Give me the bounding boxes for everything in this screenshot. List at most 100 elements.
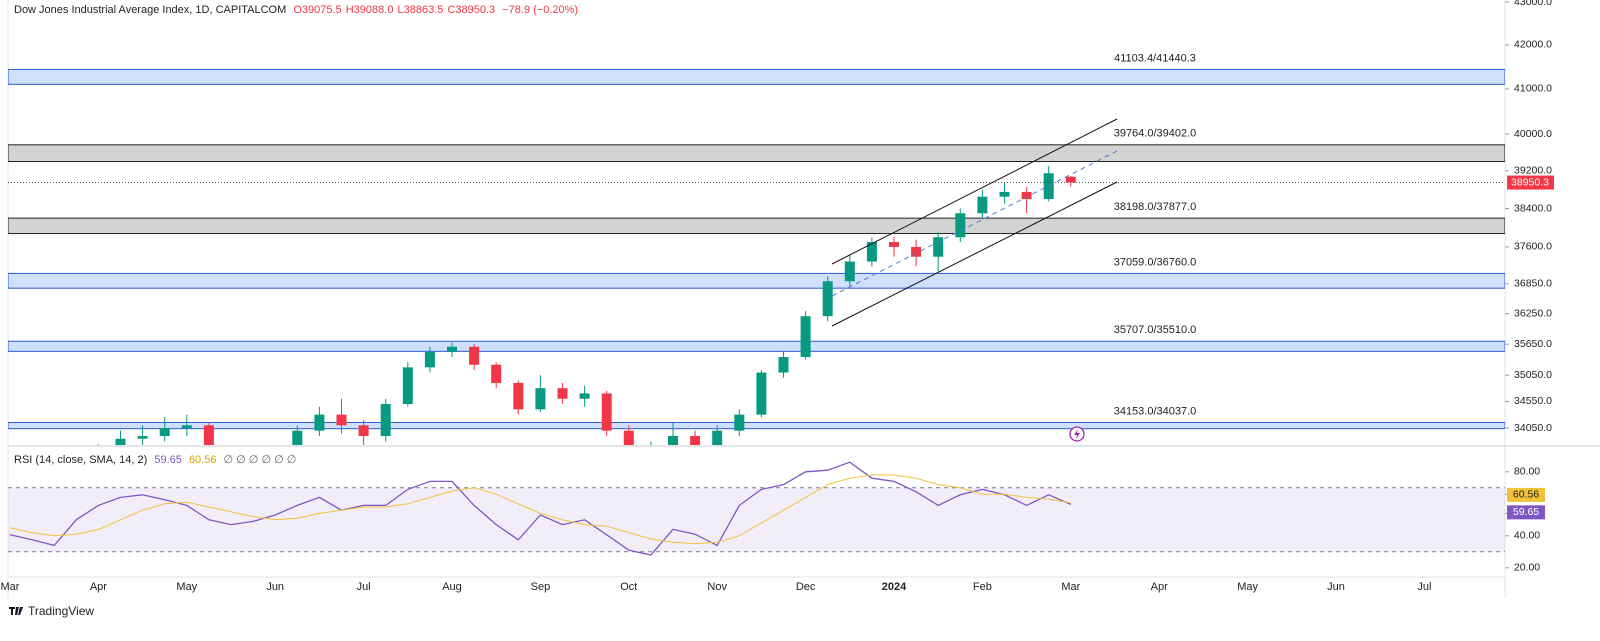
x-tick-label: Jun xyxy=(1327,581,1345,593)
channel-drawing xyxy=(831,118,1118,327)
y-tick-label: 34550.0 xyxy=(1514,395,1552,407)
x-tick-label: Jul xyxy=(357,581,371,593)
candle-body xyxy=(491,364,502,383)
y-tick-label: 36250.0 xyxy=(1514,307,1552,319)
x-tick-label: Apr xyxy=(90,581,107,593)
candle-body xyxy=(535,388,546,410)
candle-body xyxy=(513,382,524,410)
candle-body xyxy=(712,430,723,445)
last-price-label: 38950.3 xyxy=(1511,176,1549,188)
zone-label: 38198.0/37877.0 xyxy=(1114,201,1197,213)
x-tick-label: Dec xyxy=(796,581,816,593)
candle-body xyxy=(866,242,877,262)
candle-body xyxy=(181,425,192,428)
event-bolt[interactable] xyxy=(1074,429,1080,439)
x-tick-label: May xyxy=(176,581,197,593)
candle-body xyxy=(999,191,1010,197)
logo[interactable]: TradingView xyxy=(9,604,94,618)
sma-value: 60.56 xyxy=(188,454,217,466)
last-price-badge xyxy=(1507,175,1554,190)
x-tick-label: Apr xyxy=(1151,581,1168,593)
ohlc-high: H39088.0 xyxy=(345,4,394,16)
candle-body xyxy=(690,436,701,445)
y-tick-label: 38400.0 xyxy=(1514,202,1552,214)
candle-body xyxy=(314,414,325,431)
x-tick-label: 2024 xyxy=(882,581,907,593)
channel-lower xyxy=(831,181,1118,327)
candle-body xyxy=(137,436,148,439)
rsi-y-tick-label: 80.00 xyxy=(1514,466,1540,478)
candle-body xyxy=(889,242,899,247)
candle-body xyxy=(380,404,391,437)
zone-label: 39764.0/39402.0 xyxy=(1114,128,1197,140)
candle-body xyxy=(579,393,590,399)
zone-label: 35707.0/35510.0 xyxy=(1114,324,1197,336)
rsi-extra: ∅ ∅ ∅ ∅ ∅ ∅ xyxy=(223,454,297,466)
x-tick-label: May xyxy=(1237,581,1258,593)
x-tick-label: Oct xyxy=(620,581,637,593)
logo-text[interactable]: TradingView xyxy=(28,604,94,618)
rsi-value: 59.65 xyxy=(154,454,182,466)
candle-body xyxy=(358,425,369,437)
candle-body xyxy=(1021,191,1032,200)
x-tick-label: Jul xyxy=(1417,581,1431,593)
candle-body xyxy=(424,351,435,368)
candle-body xyxy=(977,196,988,214)
rsi-y-tick-label: 40.00 xyxy=(1514,530,1540,542)
candle-body xyxy=(1043,173,1054,200)
rsi-line xyxy=(9,461,1072,556)
y-tick-label: 37600.0 xyxy=(1514,241,1552,253)
y-tick-label: 39200.0 xyxy=(1514,165,1552,177)
candle-body xyxy=(447,346,457,352)
candle-body xyxy=(911,246,922,257)
candle-body xyxy=(933,237,944,257)
zone xyxy=(8,144,1505,163)
candle-body xyxy=(248,480,258,486)
ohlc-low: L38863.5 xyxy=(397,4,444,16)
axes: 43000.0 42000.0 41000.0 40000.0 39200.0 38400… xyxy=(1,0,1554,593)
candle-body xyxy=(756,372,767,415)
rsi-title: RSI (14, close, SMA, 14, 2) xyxy=(14,454,148,466)
candle-body xyxy=(623,430,634,445)
y-tick-label: 43000.0 xyxy=(1514,0,1552,8)
x-tick-label: Mar xyxy=(1061,581,1080,593)
candle-body xyxy=(557,388,568,399)
candle-body xyxy=(955,213,966,238)
candle-body xyxy=(844,261,855,282)
channel-upper xyxy=(831,118,1118,265)
candle-body xyxy=(601,393,612,431)
zone xyxy=(8,68,1505,85)
change: −78.9 (−0.20%) xyxy=(502,4,579,16)
y-tick-label: 35050.0 xyxy=(1514,369,1552,381)
logo-mark[interactable] xyxy=(9,607,23,615)
zone xyxy=(8,340,1505,352)
x-tick-label: Feb xyxy=(973,581,992,593)
x-tick-label: Sep xyxy=(531,581,551,593)
x-tick-label: Jun xyxy=(266,581,284,593)
price-pane: 41103.4/41440.3 39764.0/39402.0 38198.0/37… xyxy=(8,52,1505,486)
candle-body xyxy=(402,367,413,405)
zone-label: 41103.4/41440.3 xyxy=(1114,52,1196,64)
candle-body xyxy=(778,357,789,373)
zone xyxy=(8,272,1505,289)
rsi-badge-label: 60.56 xyxy=(1513,489,1539,501)
y-tick-label: 41000.0 xyxy=(1514,83,1552,95)
x-tick-label: Aug xyxy=(442,581,462,593)
rsi-badge xyxy=(1507,487,1545,502)
candle-body xyxy=(1065,176,1076,183)
y-tick-label: 36850.0 xyxy=(1514,278,1552,290)
candle-body xyxy=(822,281,833,317)
candle-body xyxy=(734,414,745,431)
candle-body xyxy=(336,414,347,426)
candle-body xyxy=(203,425,214,445)
rsi-badge xyxy=(1507,505,1545,520)
ohlc-close: C38950.3 xyxy=(447,4,496,16)
x-tick-label: Mar xyxy=(1,581,20,593)
candle-body xyxy=(646,450,656,458)
rsi-band-fill xyxy=(8,487,1505,552)
y-tick-label: 35650.0 xyxy=(1514,338,1552,350)
sma-line xyxy=(9,474,1071,545)
event-icon[interactable] xyxy=(1069,426,1085,442)
candle-body xyxy=(159,427,170,437)
